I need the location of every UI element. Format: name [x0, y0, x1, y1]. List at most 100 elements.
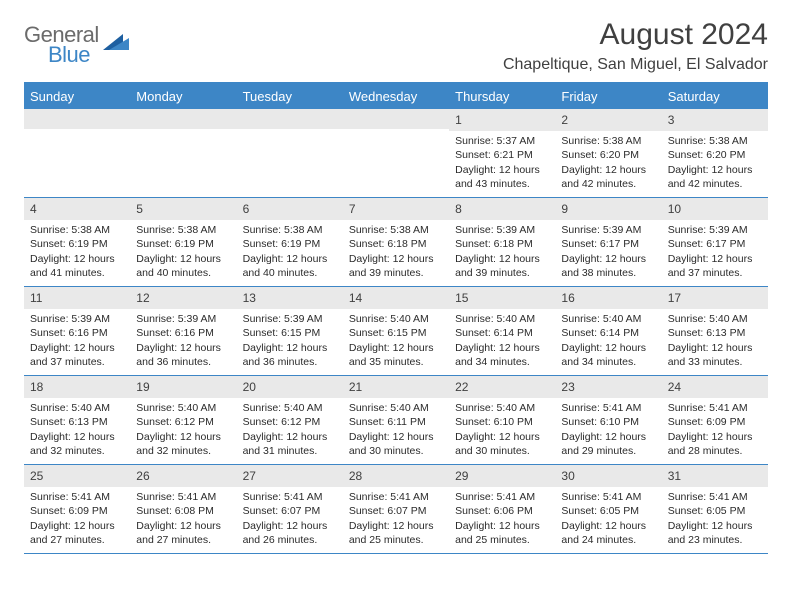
day-number: 22 — [449, 376, 555, 398]
daylight-text: Daylight: 12 hours and 27 minutes. — [30, 519, 124, 547]
day-details: Sunrise: 5:41 AMSunset: 6:05 PMDaylight:… — [555, 487, 661, 551]
daylight-text: Daylight: 12 hours and 24 minutes. — [561, 519, 655, 547]
weekday-header: Sunday — [24, 84, 130, 109]
sunset-text: Sunset: 6:14 PM — [455, 326, 549, 340]
sunrise-text: Sunrise: 5:40 AM — [561, 312, 655, 326]
calendar-day: 26Sunrise: 5:41 AMSunset: 6:08 PMDayligh… — [130, 465, 236, 553]
daylight-text: Daylight: 12 hours and 32 minutes. — [30, 430, 124, 458]
daylight-text: Daylight: 12 hours and 37 minutes. — [30, 341, 124, 369]
daylight-text: Daylight: 12 hours and 36 minutes. — [136, 341, 230, 369]
day-details: Sunrise: 5:41 AMSunset: 6:08 PMDaylight:… — [130, 487, 236, 551]
day-details: Sunrise: 5:39 AMSunset: 6:18 PMDaylight:… — [449, 220, 555, 284]
day-number: 27 — [237, 465, 343, 487]
daylight-text: Daylight: 12 hours and 33 minutes. — [668, 341, 762, 369]
sunset-text: Sunset: 6:13 PM — [30, 415, 124, 429]
day-details: Sunrise: 5:39 AMSunset: 6:16 PMDaylight:… — [130, 309, 236, 373]
day-details: Sunrise: 5:40 AMSunset: 6:14 PMDaylight:… — [555, 309, 661, 373]
day-details: Sunrise: 5:41 AMSunset: 6:07 PMDaylight:… — [237, 487, 343, 551]
weeks-container: 1Sunrise: 5:37 AMSunset: 6:21 PMDaylight… — [24, 109, 768, 554]
day-number: 4 — [24, 198, 130, 220]
sunrise-text: Sunrise: 5:41 AM — [668, 490, 762, 504]
sunset-text: Sunset: 6:06 PM — [455, 504, 549, 518]
daylight-text: Daylight: 12 hours and 28 minutes. — [668, 430, 762, 458]
sunset-text: Sunset: 6:17 PM — [561, 237, 655, 251]
day-number: 23 — [555, 376, 661, 398]
sunrise-text: Sunrise: 5:39 AM — [30, 312, 124, 326]
calendar-day: 23Sunrise: 5:41 AMSunset: 6:10 PMDayligh… — [555, 376, 661, 464]
calendar-week-row: 4Sunrise: 5:38 AMSunset: 6:19 PMDaylight… — [24, 198, 768, 287]
daylight-text: Daylight: 12 hours and 27 minutes. — [136, 519, 230, 547]
sunrise-text: Sunrise: 5:38 AM — [668, 134, 762, 148]
sunrise-text: Sunrise: 5:39 AM — [243, 312, 337, 326]
sunset-text: Sunset: 6:12 PM — [243, 415, 337, 429]
calendar-page: General Blue August 2024 Chapeltique, Sa… — [0, 0, 792, 554]
sunset-text: Sunset: 6:20 PM — [561, 148, 655, 162]
sunrise-text: Sunrise: 5:37 AM — [455, 134, 549, 148]
weekday-header-row: Sunday Monday Tuesday Wednesday Thursday… — [24, 84, 768, 109]
day-number: 10 — [662, 198, 768, 220]
sunrise-text: Sunrise: 5:38 AM — [136, 223, 230, 237]
day-details: Sunrise: 5:38 AMSunset: 6:18 PMDaylight:… — [343, 220, 449, 284]
location-subtitle: Chapeltique, San Miguel, El Salvador — [503, 56, 768, 74]
calendar-week-row: 25Sunrise: 5:41 AMSunset: 6:09 PMDayligh… — [24, 465, 768, 554]
day-number: 11 — [24, 287, 130, 309]
calendar-day-empty — [237, 109, 343, 197]
daylight-text: Daylight: 12 hours and 39 minutes. — [455, 252, 549, 280]
daylight-text: Daylight: 12 hours and 25 minutes. — [349, 519, 443, 547]
day-details: Sunrise: 5:40 AMSunset: 6:13 PMDaylight:… — [662, 309, 768, 373]
sunset-text: Sunset: 6:15 PM — [243, 326, 337, 340]
calendar-day: 17Sunrise: 5:40 AMSunset: 6:13 PMDayligh… — [662, 287, 768, 375]
sunset-text: Sunset: 6:08 PM — [136, 504, 230, 518]
sunset-text: Sunset: 6:20 PM — [668, 148, 762, 162]
day-number: 24 — [662, 376, 768, 398]
day-number — [237, 109, 343, 129]
day-details: Sunrise: 5:38 AMSunset: 6:20 PMDaylight:… — [555, 131, 661, 195]
calendar-day: 4Sunrise: 5:38 AMSunset: 6:19 PMDaylight… — [24, 198, 130, 286]
calendar-day: 21Sunrise: 5:40 AMSunset: 6:11 PMDayligh… — [343, 376, 449, 464]
day-number: 25 — [24, 465, 130, 487]
daylight-text: Daylight: 12 hours and 39 minutes. — [349, 252, 443, 280]
sunrise-text: Sunrise: 5:41 AM — [668, 401, 762, 415]
sunset-text: Sunset: 6:16 PM — [136, 326, 230, 340]
day-details — [24, 129, 130, 136]
day-details: Sunrise: 5:39 AMSunset: 6:16 PMDaylight:… — [24, 309, 130, 373]
day-number: 14 — [343, 287, 449, 309]
calendar-day: 10Sunrise: 5:39 AMSunset: 6:17 PMDayligh… — [662, 198, 768, 286]
day-details — [237, 129, 343, 136]
sunrise-text: Sunrise: 5:40 AM — [349, 401, 443, 415]
sunrise-text: Sunrise: 5:38 AM — [561, 134, 655, 148]
day-number: 6 — [237, 198, 343, 220]
sunrise-text: Sunrise: 5:40 AM — [455, 401, 549, 415]
sunset-text: Sunset: 6:21 PM — [455, 148, 549, 162]
calendar-day: 11Sunrise: 5:39 AMSunset: 6:16 PMDayligh… — [24, 287, 130, 375]
sunrise-text: Sunrise: 5:40 AM — [30, 401, 124, 415]
weekday-header: Tuesday — [237, 84, 343, 109]
day-number: 31 — [662, 465, 768, 487]
sunset-text: Sunset: 6:07 PM — [349, 504, 443, 518]
calendar-day-empty — [24, 109, 130, 197]
day-number: 7 — [343, 198, 449, 220]
sunset-text: Sunset: 6:10 PM — [561, 415, 655, 429]
calendar-day: 22Sunrise: 5:40 AMSunset: 6:10 PMDayligh… — [449, 376, 555, 464]
daylight-text: Daylight: 12 hours and 42 minutes. — [668, 163, 762, 191]
day-number — [24, 109, 130, 129]
day-details: Sunrise: 5:40 AMSunset: 6:12 PMDaylight:… — [130, 398, 236, 462]
calendar-day: 24Sunrise: 5:41 AMSunset: 6:09 PMDayligh… — [662, 376, 768, 464]
day-details: Sunrise: 5:40 AMSunset: 6:13 PMDaylight:… — [24, 398, 130, 462]
daylight-text: Daylight: 12 hours and 40 minutes. — [243, 252, 337, 280]
calendar-day: 13Sunrise: 5:39 AMSunset: 6:15 PMDayligh… — [237, 287, 343, 375]
daylight-text: Daylight: 12 hours and 36 minutes. — [243, 341, 337, 369]
weekday-header: Saturday — [662, 84, 768, 109]
daylight-text: Daylight: 12 hours and 30 minutes. — [349, 430, 443, 458]
weekday-header: Thursday — [449, 84, 555, 109]
sunrise-text: Sunrise: 5:41 AM — [136, 490, 230, 504]
sunrise-text: Sunrise: 5:38 AM — [349, 223, 443, 237]
day-details: Sunrise: 5:39 AMSunset: 6:15 PMDaylight:… — [237, 309, 343, 373]
calendar-week-row: 11Sunrise: 5:39 AMSunset: 6:16 PMDayligh… — [24, 287, 768, 376]
brand-logo: General Blue — [24, 18, 129, 66]
daylight-text: Daylight: 12 hours and 37 minutes. — [668, 252, 762, 280]
calendar-day: 30Sunrise: 5:41 AMSunset: 6:05 PMDayligh… — [555, 465, 661, 553]
day-details: Sunrise: 5:39 AMSunset: 6:17 PMDaylight:… — [555, 220, 661, 284]
weekday-header: Wednesday — [343, 84, 449, 109]
day-number: 5 — [130, 198, 236, 220]
